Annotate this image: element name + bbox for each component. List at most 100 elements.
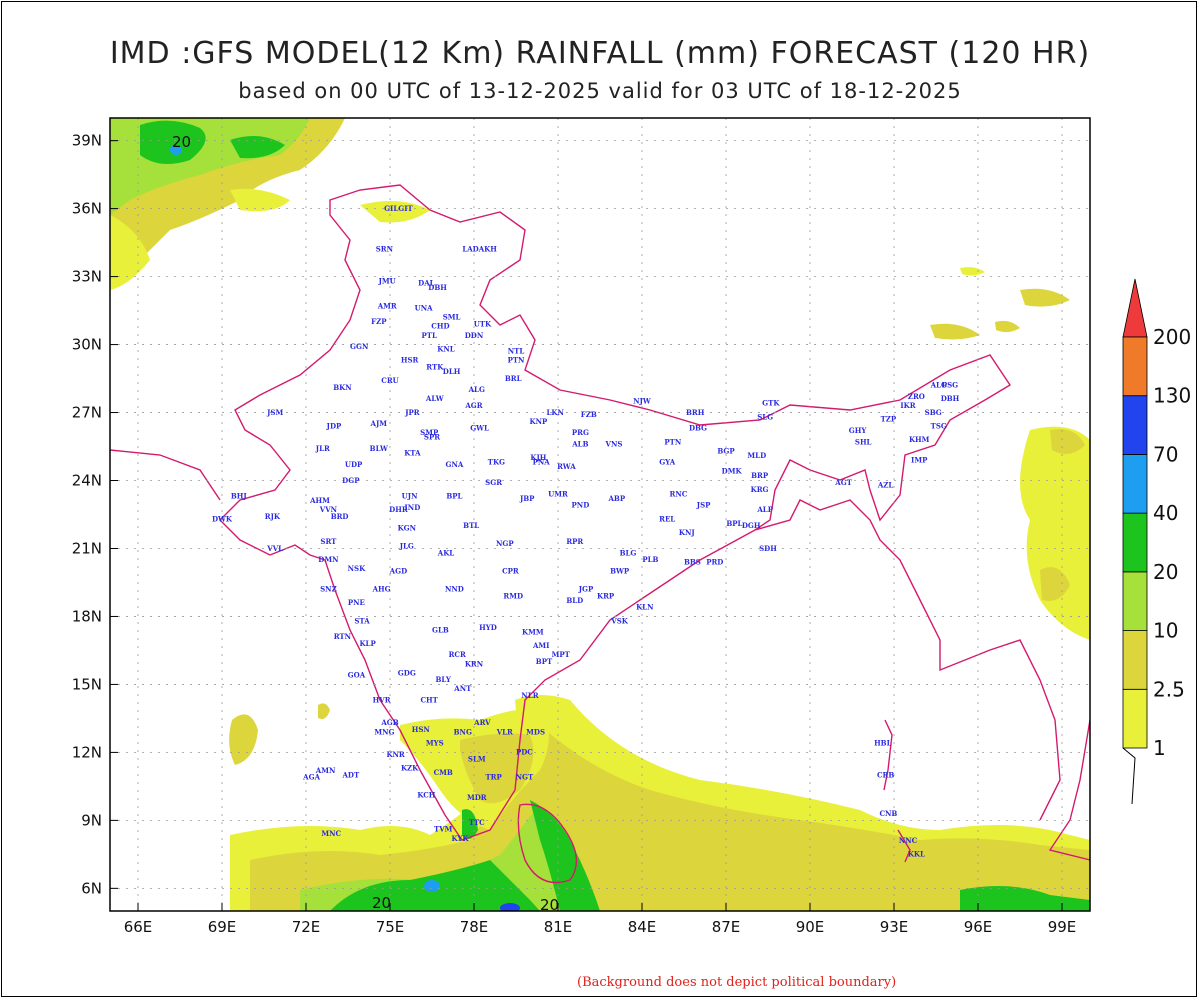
station-label: KYK [452,834,470,843]
station-label: ALG [930,381,947,390]
colorbar-label: 10 [1153,619,1178,643]
station-label: PTL [421,331,436,340]
station-label: NND [445,585,464,594]
station-label: ALP [756,505,773,514]
station-label: LADAKH [462,245,497,254]
station-label: KJH [530,453,546,462]
x-axis: 66E 69E 72E 75E 78E 81E 84E 87E 90E 93E 96E 99E [124,903,1076,936]
station-label: RJK [265,512,281,521]
station-label: KHM [909,435,930,444]
station-label: CNB [879,809,897,818]
colorbar-segment [1122,571,1148,631]
station-label: GLB [432,625,449,634]
station-label: BRP [751,471,769,480]
contour-label: 20 [172,133,191,151]
station-label: RMD [503,591,523,600]
station-label: DHR [389,505,408,514]
station-label: BLY [436,675,452,684]
station-label: DWK [212,514,233,523]
station-label: PSG [942,381,958,390]
station-label: GGN [350,342,369,351]
station-label: RWA [557,462,576,471]
station-label: PRG [572,428,589,437]
station-label: GNA [445,460,463,469]
y-tick-label: 6N [81,879,102,897]
station-label: RCR [449,650,466,659]
colorbar-arrow [1122,278,1148,338]
map-subtitle: based on 00 UTC of 13-12-2025 valid for … [238,79,962,103]
station-label: CRU [381,376,399,385]
x-tick-label: 96E [964,918,993,936]
station-label: BBS [684,557,701,566]
station-label: GILGIT [384,204,413,213]
y-tick-label: 39N [72,132,102,150]
station-label: KGN [398,523,417,532]
station-label: BTL [463,521,479,530]
colorbar-segment [1122,395,1148,455]
contour-label: 20 [372,894,391,912]
station-label: KLP [359,639,376,648]
station-label: SPR [424,433,440,442]
station-label: BLG [620,548,637,557]
station-label: KNL [437,344,454,353]
station-label: AGT [834,478,852,487]
station-label: KLN [636,603,654,612]
colorbar-segment [1122,454,1148,514]
y-tick-label: 30N [72,336,102,354]
station-label: ANT [453,684,472,693]
station-label: RPR [566,537,583,546]
station-label: VVN [319,505,338,514]
station-label: ARV [473,718,491,727]
footnote: (Background does not depict political bo… [577,975,897,990]
station-label: KCH [417,791,435,800]
station-label: TZP [881,415,897,424]
x-tick-label: 66E [124,918,153,936]
y-tick-label: 9N [81,811,102,829]
station-label: ALB [571,440,588,449]
colorbar-label: 130 [1153,384,1191,408]
station-label: DBH [428,283,447,292]
y-tick-label: 21N [72,539,102,557]
y-tick-label: 24N [72,472,102,490]
contour-label: 20 [540,896,559,914]
station-label: AKL [437,548,455,557]
station-label: PND [572,501,590,510]
y-tick-label: 33N [72,268,102,286]
station-label: BHJ [231,492,248,501]
station-label: UMR [548,489,568,498]
station-label: UDP [345,460,363,469]
station-label: STA [354,616,370,625]
station-label: BLW [370,444,388,453]
colorbar-tail [1122,747,1136,805]
station-label: TRP [485,773,502,782]
station-label: UNA [415,304,434,313]
station-label: FZP [371,317,387,326]
station-label: BPL [446,492,462,501]
station-label: DBH [941,394,960,403]
station-label: TKG [488,458,505,467]
station-label: JLR [315,444,330,453]
station-label: IKR [900,401,915,410]
station-label: MPT [552,650,571,659]
station-label: AJM [370,419,388,428]
station-label: KNP [530,417,548,426]
y-axis: 39N 36N 33N 30N 27N 24N 21N 18N 15N 12N 9N 6N [72,132,118,897]
x-tick-label: 93E [880,918,909,936]
y-tick-label: 27N [72,404,102,422]
station-label: KRG [751,485,769,494]
station-label: DGP [342,476,360,485]
station-label: KMM [522,628,544,637]
station-label: BLD [566,596,583,605]
station-label: CRB [877,770,894,779]
station-label: PNE [348,598,365,607]
station-label: MDS [526,727,545,736]
station-label: DMN [318,555,339,564]
station-label: BRL [505,374,522,383]
station-label: AHM [309,496,330,505]
station-label: AGD [389,566,407,575]
station-label: PDC [516,748,533,757]
station-label: DMK [722,467,743,476]
station-label: GDG [398,668,416,677]
